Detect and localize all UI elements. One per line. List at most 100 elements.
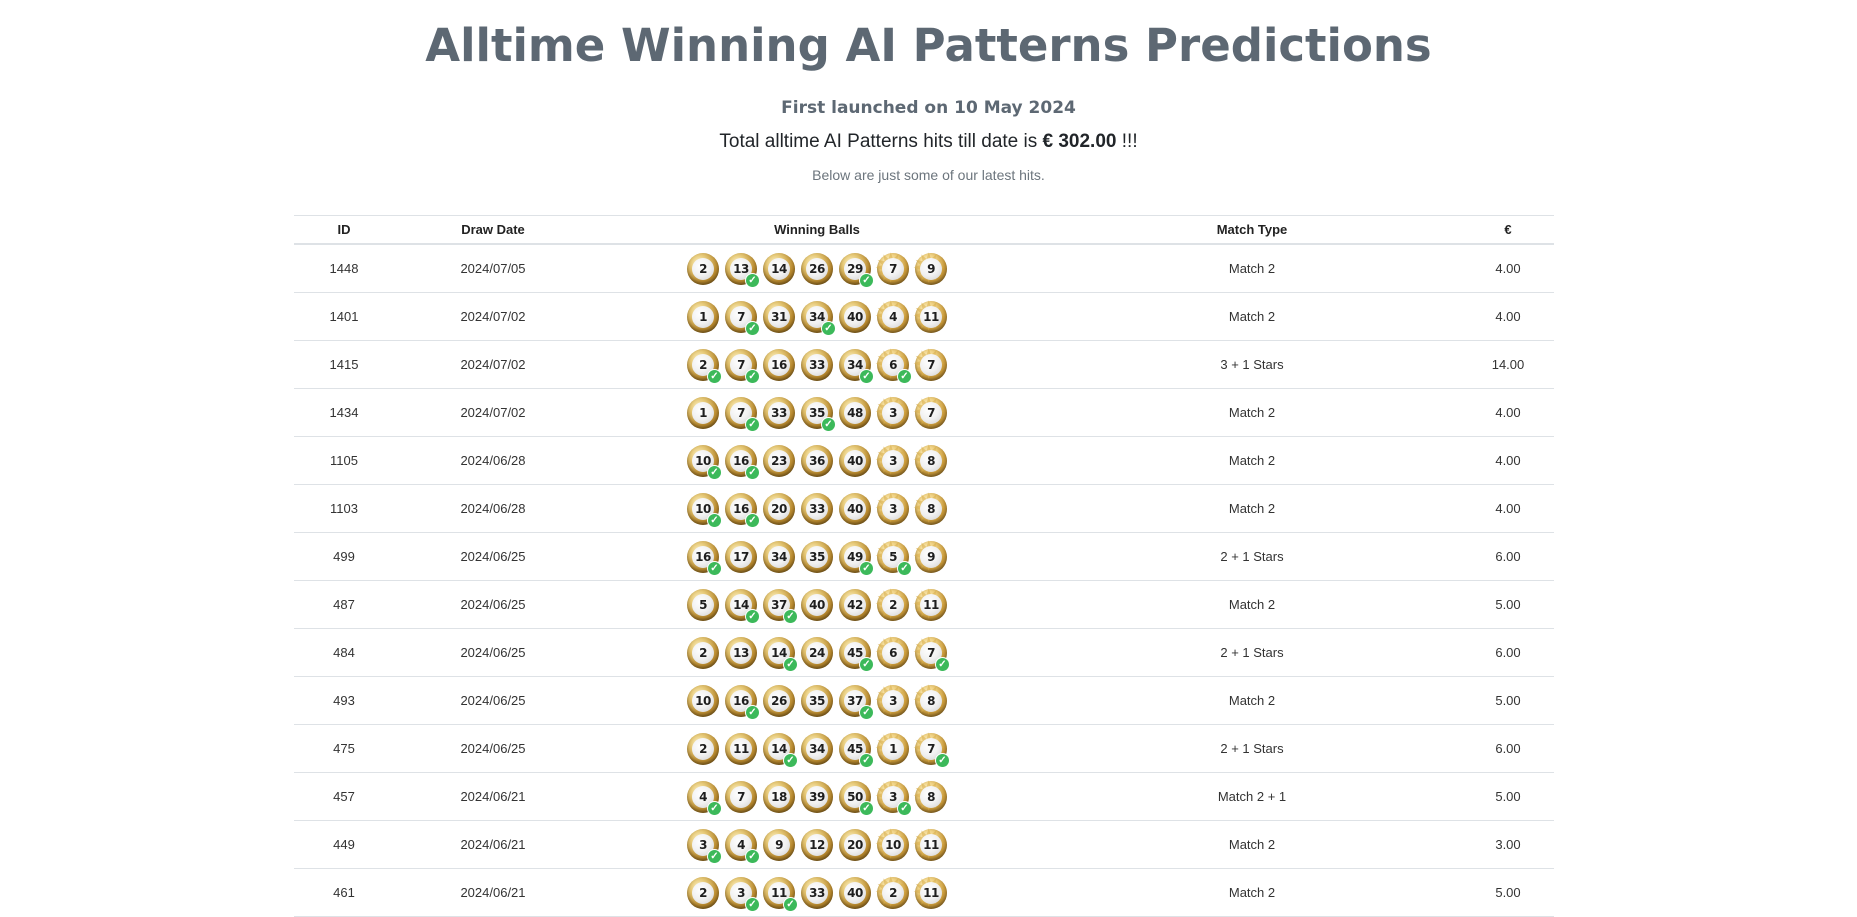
- ball-number: 10: [692, 689, 714, 712]
- check-icon: ✓: [708, 801, 721, 815]
- ball-number: 33: [768, 401, 790, 424]
- ball-number: 3: [882, 785, 904, 808]
- ball-number: 11: [920, 833, 942, 856]
- check-icon: ✓: [784, 657, 797, 671]
- number-ball: 33: [801, 348, 833, 381]
- subtitle: Below are just some of our latest hits.: [812, 167, 1045, 183]
- cell-euro: 6.00: [1462, 628, 1554, 677]
- ball-number: 13: [730, 641, 752, 664]
- cell-euro: 4.00: [1462, 484, 1554, 533]
- ball-number: 8: [920, 785, 942, 808]
- ball-number: 3: [692, 833, 714, 856]
- check-icon: ✓: [746, 513, 759, 527]
- number-ball: 9: [763, 828, 795, 861]
- ball-number: 37: [768, 593, 790, 616]
- check-icon: ✓: [936, 657, 949, 671]
- star-ball: 3: [874, 389, 909, 437]
- column-header-euro[interactable]: €: [1462, 215, 1554, 245]
- ball-number: 3: [730, 881, 752, 904]
- ball-number: 1: [882, 737, 904, 760]
- ball-number: 10: [692, 497, 714, 520]
- number-ball: 42: [839, 588, 871, 621]
- column-header-match-type[interactable]: Match Type: [1042, 215, 1462, 245]
- check-icon: ✓: [746, 465, 759, 479]
- check-icon: ✓: [708, 849, 721, 863]
- ball-number: 6: [882, 641, 904, 664]
- star-ball: 7✓: [912, 629, 949, 677]
- cell-euro: 5.00: [1462, 868, 1554, 917]
- ball-number: 16: [730, 689, 752, 712]
- check-icon: ✓: [746, 369, 759, 383]
- number-ball: 4 ✓: [687, 780, 721, 815]
- total-amount: € 302.00: [1042, 131, 1117, 152]
- ball-number: 2: [692, 257, 714, 280]
- ball-number: 9: [920, 545, 942, 568]
- star-ball: 9: [912, 245, 947, 293]
- check-icon: ✓: [898, 561, 911, 575]
- number-ball: 31: [763, 300, 795, 333]
- ball-number: 14: [768, 257, 790, 280]
- column-header-id[interactable]: ID: [294, 215, 394, 245]
- check-icon: ✓: [784, 609, 797, 623]
- star-ball: 8: [912, 437, 947, 485]
- number-ball: 20: [763, 492, 795, 525]
- ball-number: 4: [692, 785, 714, 808]
- number-ball: 16 ✓: [687, 540, 721, 575]
- check-icon: ✓: [708, 561, 721, 575]
- ball-number: 4: [882, 305, 904, 328]
- star-ball: 3: [874, 677, 909, 725]
- ball-number: 2: [882, 593, 904, 616]
- cell-euro: 5.00: [1462, 676, 1554, 725]
- number-ball: 18: [763, 780, 795, 813]
- column-header-draw-date[interactable]: Draw Date: [394, 215, 592, 245]
- number-ball: 40: [839, 444, 871, 477]
- number-ball: 2 ✓: [687, 348, 721, 383]
- cell-match-type: Match 2: [1042, 820, 1462, 869]
- cell-id: 1103: [294, 484, 394, 533]
- cell-match-type: Match 2: [1042, 580, 1462, 629]
- ball-number: 11: [920, 593, 942, 616]
- number-ball: 13: [725, 636, 757, 669]
- check-icon: ✓: [746, 417, 759, 431]
- ball-number: 2: [692, 737, 714, 760]
- cell-id: 487: [294, 580, 394, 629]
- number-ball: 2: [687, 876, 719, 909]
- total-suffix: !!!: [1116, 131, 1138, 152]
- cell-match-type: Match 2: [1042, 676, 1462, 725]
- number-ball: 34: [801, 732, 833, 765]
- column-header-winning-balls[interactable]: Winning Balls: [592, 215, 1042, 245]
- ball-number: 20: [768, 497, 790, 520]
- ball-number: 40: [844, 305, 866, 328]
- number-ball: 11 ✓: [763, 876, 797, 911]
- star-ball: 7✓: [912, 725, 949, 773]
- star-ball: 7: [912, 389, 947, 437]
- check-icon: ✓: [784, 897, 797, 911]
- ball-number: 7: [730, 305, 752, 328]
- ball-number: 33: [806, 881, 828, 904]
- ball-number: 37: [844, 689, 866, 712]
- ball-number: 42: [844, 593, 866, 616]
- cell-match-type: 3 + 1 Stars: [1042, 340, 1462, 389]
- check-icon: ✓: [708, 465, 721, 479]
- number-ball: 33: [801, 492, 833, 525]
- cell-id: 1448: [294, 244, 394, 293]
- cell-id: 475: [294, 724, 394, 773]
- cell-id: 1434: [294, 388, 394, 437]
- ball-number: 8: [920, 689, 942, 712]
- ball-number: 14: [768, 737, 790, 760]
- cell-draw-date: 2024/06/25: [394, 532, 592, 581]
- ball-number: 11: [768, 881, 790, 904]
